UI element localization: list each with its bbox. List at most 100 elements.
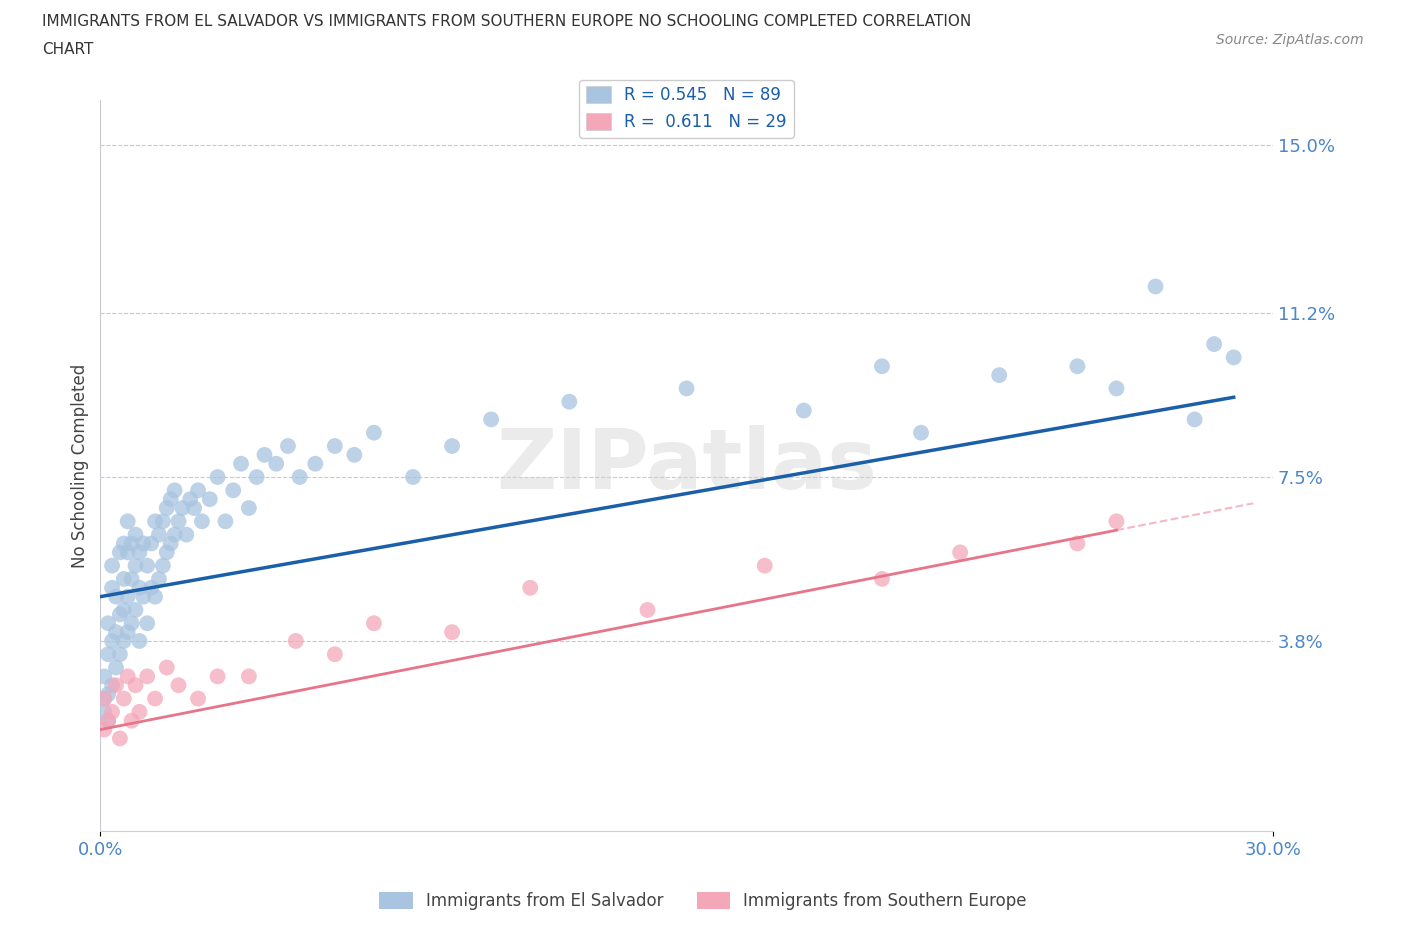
Point [93, 691, 115, 706]
Point [124, 678, 146, 693]
Point [284, 633, 307, 648]
Point [136, 616, 159, 631]
Point [121, 713, 143, 728]
Point [176, 527, 198, 542]
Point [304, 457, 326, 472]
Point [870, 572, 893, 587]
Point [108, 646, 131, 661]
Point [198, 492, 221, 507]
Point [143, 590, 166, 604]
Point [558, 394, 581, 409]
Point [1066, 536, 1088, 551]
Point [277, 439, 299, 454]
Point [167, 514, 190, 529]
Point [128, 633, 150, 648]
Point [163, 483, 186, 498]
Legend: R = 0.545   N = 89, R =  0.611   N = 29: R = 0.545 N = 89, R = 0.611 N = 29 [579, 79, 793, 138]
Point [402, 470, 425, 485]
Point [441, 625, 464, 640]
Point [910, 425, 932, 440]
Point [323, 439, 346, 454]
Point [136, 558, 159, 573]
Legend: Immigrants from El Salvador, Immigrants from Southern Europe: Immigrants from El Salvador, Immigrants … [373, 885, 1033, 917]
Point [1222, 350, 1244, 365]
Point [124, 527, 146, 542]
Point [97, 686, 120, 701]
Point [214, 514, 236, 529]
Text: ZIPatlas: ZIPatlas [496, 425, 877, 507]
Point [323, 646, 346, 661]
Point [288, 470, 311, 485]
Point [163, 527, 186, 542]
Point [1144, 279, 1167, 294]
Point [152, 514, 174, 529]
Point [101, 558, 124, 573]
Point [207, 470, 229, 485]
Point [117, 514, 139, 529]
Point [1066, 359, 1088, 374]
Point [101, 633, 124, 648]
Point [264, 457, 287, 472]
Point [519, 580, 541, 595]
Point [124, 603, 146, 618]
Point [156, 545, 179, 560]
Point [112, 536, 135, 551]
Point [104, 625, 127, 640]
Point [121, 616, 143, 631]
Point [128, 704, 150, 719]
Point [207, 669, 229, 684]
Point [148, 572, 170, 587]
Point [143, 691, 166, 706]
Point [793, 403, 815, 418]
Point [1105, 381, 1128, 396]
Point [152, 558, 174, 573]
Point [343, 447, 366, 462]
Point [949, 545, 972, 560]
Point [128, 545, 150, 560]
Point [253, 447, 276, 462]
Point [112, 633, 135, 648]
Point [246, 470, 269, 485]
Point [167, 678, 190, 693]
Text: CHART: CHART [42, 42, 94, 57]
Point [93, 722, 115, 737]
Point [141, 536, 163, 551]
Point [124, 558, 146, 573]
Point [159, 492, 181, 507]
Point [117, 590, 139, 604]
Point [363, 616, 385, 631]
Point [136, 669, 159, 684]
Text: IMMIGRANTS FROM EL SALVADOR VS IMMIGRANTS FROM SOUTHERN EUROPE NO SCHOOLING COMP: IMMIGRANTS FROM EL SALVADOR VS IMMIGRANT… [42, 14, 972, 29]
Point [104, 678, 127, 693]
Point [97, 713, 120, 728]
Point [1184, 412, 1206, 427]
Point [97, 713, 120, 728]
Point [93, 669, 115, 684]
Point [93, 704, 115, 719]
Point [132, 590, 155, 604]
Point [187, 691, 209, 706]
Point [104, 660, 127, 675]
Point [988, 367, 1011, 382]
Text: Source: ZipAtlas.com: Source: ZipAtlas.com [1216, 33, 1364, 46]
Point [108, 607, 131, 622]
Point [112, 691, 135, 706]
Point [1105, 514, 1128, 529]
Point [183, 500, 205, 515]
Point [179, 492, 201, 507]
Point [148, 527, 170, 542]
Point [172, 500, 194, 515]
Point [156, 660, 179, 675]
Point [441, 439, 464, 454]
Point [1204, 337, 1226, 352]
Point [121, 536, 143, 551]
Point [101, 678, 124, 693]
Point [479, 412, 502, 427]
Point [97, 646, 120, 661]
Point [117, 545, 139, 560]
Point [93, 691, 115, 706]
Point [101, 704, 124, 719]
Point [141, 580, 163, 595]
Point [675, 381, 697, 396]
Point [156, 500, 179, 515]
